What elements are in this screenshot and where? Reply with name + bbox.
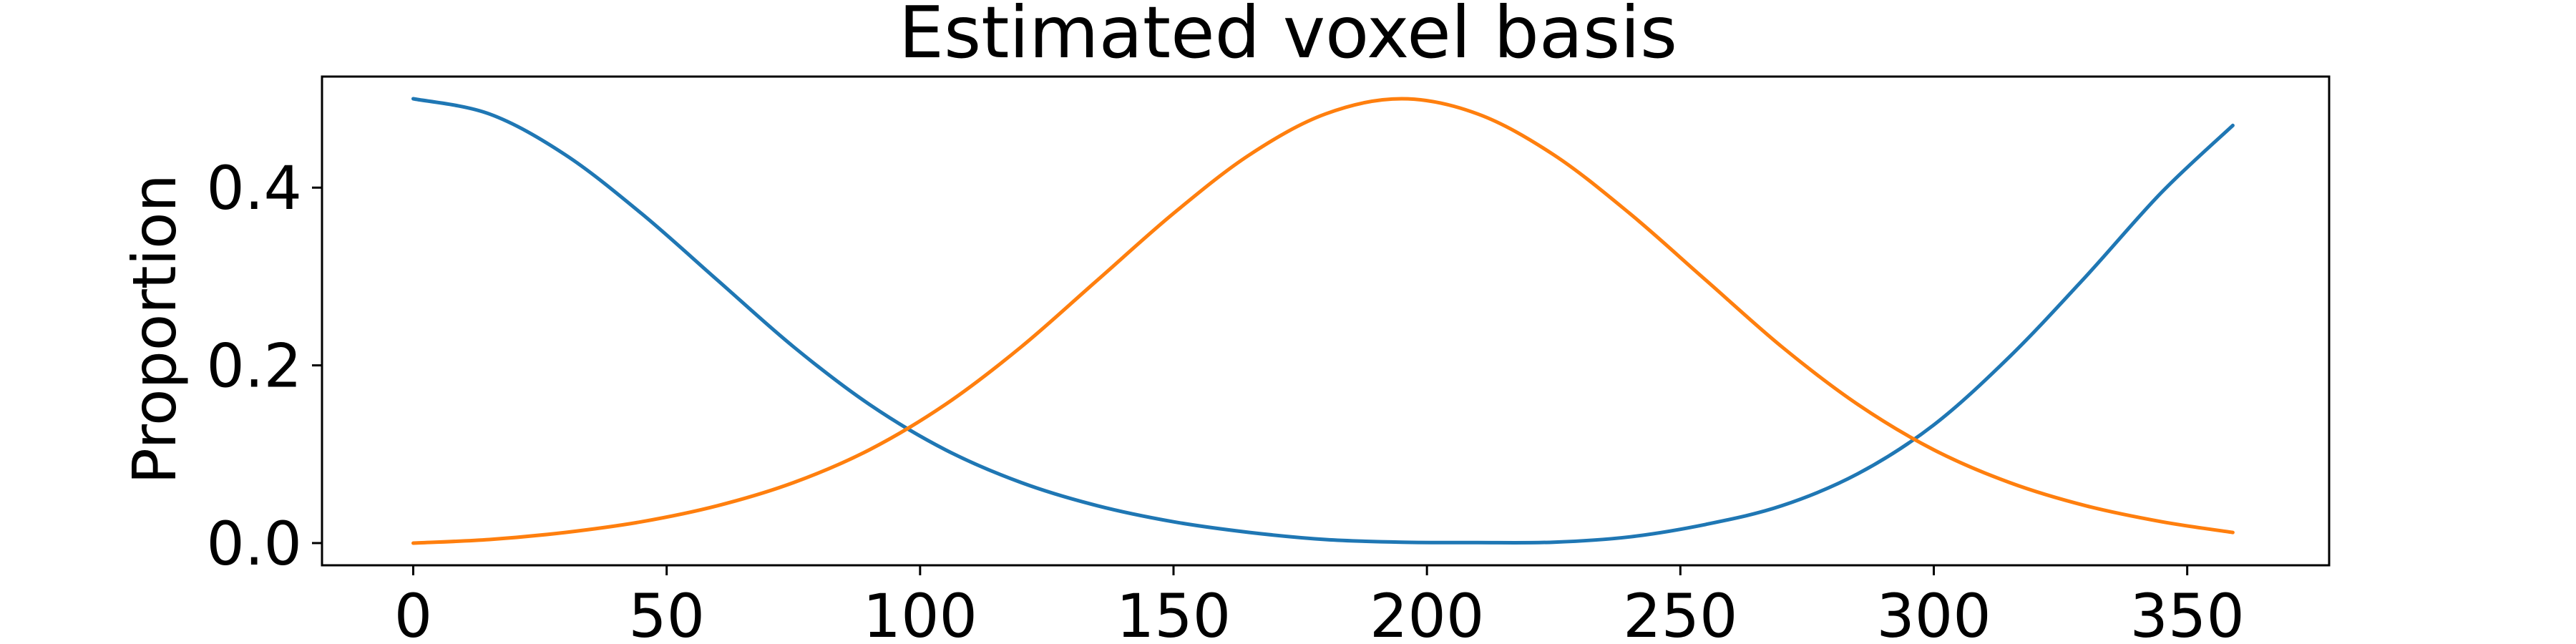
plot-frame [321, 75, 2331, 567]
series-layer [411, 97, 2235, 545]
chart-title: Estimated voxel basis [899, 0, 1677, 74]
x-tick-label: 100 [863, 581, 977, 644]
x-tick-label: 350 [2129, 581, 2244, 644]
y-tick-label: 0.2 [206, 331, 302, 401]
x-tick-label: 300 [1876, 581, 1991, 644]
series-line-2 [411, 97, 2235, 545]
x-tick-label: 0 [394, 581, 432, 644]
y-tick-label: 0.0 [206, 509, 302, 579]
x-tick-label: 150 [1116, 581, 1231, 644]
series-line-1 [411, 97, 2235, 545]
y-axis-label: Proportion [119, 174, 190, 484]
x-axis: 0 50 100 150 200 250 300 350 [394, 565, 2245, 644]
x-tick-label: 200 [1370, 581, 1484, 644]
y-axis: 0.0 0.2 0.4 [206, 153, 322, 579]
x-tick-label: 50 [628, 581, 705, 644]
x-tick-label: 250 [1623, 581, 1737, 644]
plot-area [321, 75, 2331, 567]
y-tick-label: 0.4 [206, 153, 302, 223]
